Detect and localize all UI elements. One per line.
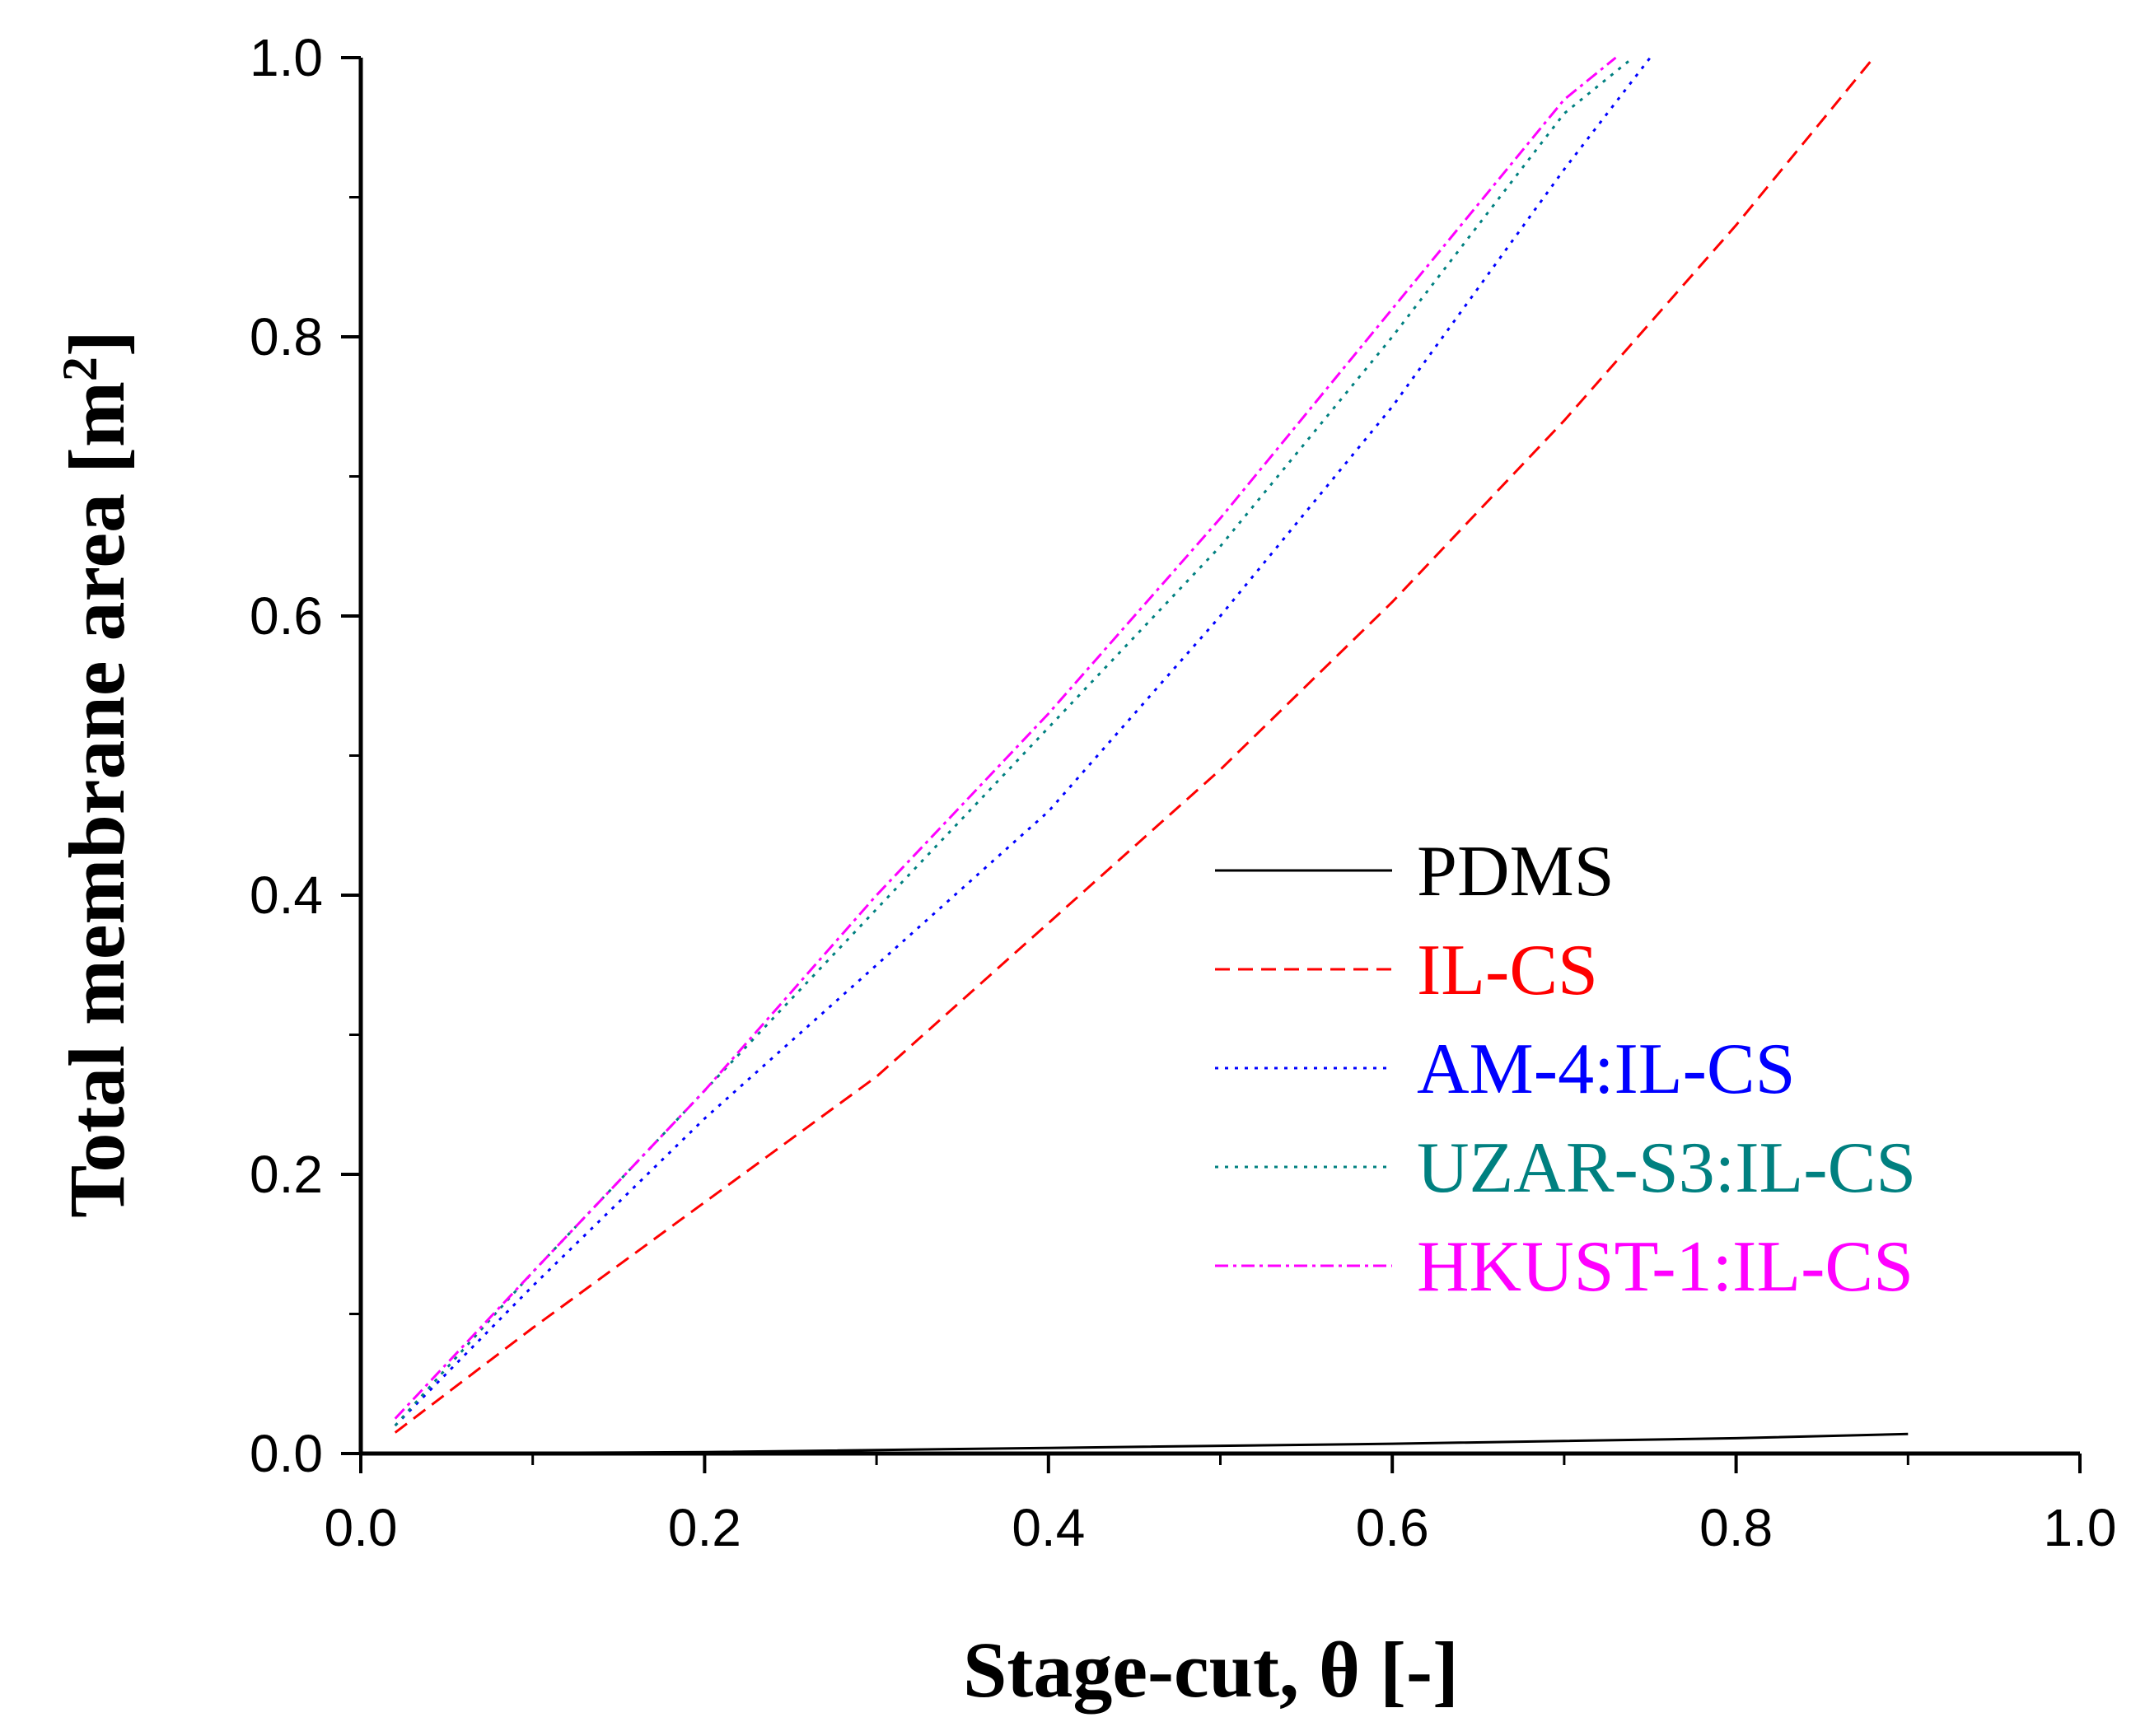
y-tick-label: 0.0 bbox=[250, 1424, 323, 1483]
x-tick-label: 0.2 bbox=[668, 1498, 741, 1557]
y-tick-label: 0.6 bbox=[250, 586, 323, 646]
y-tick-label: 0.8 bbox=[250, 307, 323, 366]
ticks-layer: 0.0 0.2 0.4 0.6 0.8 1.0 0.0 0.2 0.4 0.6 0.8 1.0 bbox=[250, 28, 2116, 1557]
y-tick-label: 0.4 bbox=[250, 866, 323, 925]
y-tick-label: 0.2 bbox=[250, 1145, 323, 1204]
series-line-hkust-1-il-cs bbox=[394, 56, 1617, 1420]
legend-label-uzar-s3-il-cs: UZAR-S3:IL-CS bbox=[1417, 1128, 1916, 1208]
x-tick-label: 0.6 bbox=[1356, 1498, 1429, 1557]
y-axis-title: Total membrane area [m2] bbox=[53, 330, 141, 1218]
x-tick-label: 1.0 bbox=[2044, 1498, 2117, 1557]
x-tick-label: 0.0 bbox=[325, 1498, 398, 1557]
y-axis-title-close: ] bbox=[53, 330, 141, 357]
legend-label-pdms: PDMS bbox=[1417, 832, 1615, 912]
series-line-pdms bbox=[395, 1432, 1909, 1455]
x-axis-title: Stage-cut, θ [-] bbox=[963, 1626, 1459, 1714]
y-axis-title-superscript: 2 bbox=[53, 357, 107, 381]
series-line-il-cs bbox=[394, 57, 1875, 1434]
y-axis-title-main: Total membrane area [m bbox=[53, 381, 141, 1218]
x-tick-label: 0.8 bbox=[1699, 1498, 1773, 1557]
legend-label-hkust-1-il-cs: HKUST-1:IL-CS bbox=[1417, 1227, 1914, 1307]
y-tick-label: 1.0 bbox=[250, 28, 323, 87]
x-tick-label: 0.4 bbox=[1012, 1498, 1085, 1557]
series-line-am-4-il-cs bbox=[394, 57, 1652, 1427]
legend-label-il-cs: IL-CS bbox=[1417, 931, 1598, 1010]
legend-label-am-4-il-cs: AM-4:IL-CS bbox=[1417, 1029, 1796, 1109]
legend: PDMS IL-CS AM-4:IL-CS UZAR-S3:IL-CS HKUST-1:… bbox=[1215, 832, 1916, 1307]
